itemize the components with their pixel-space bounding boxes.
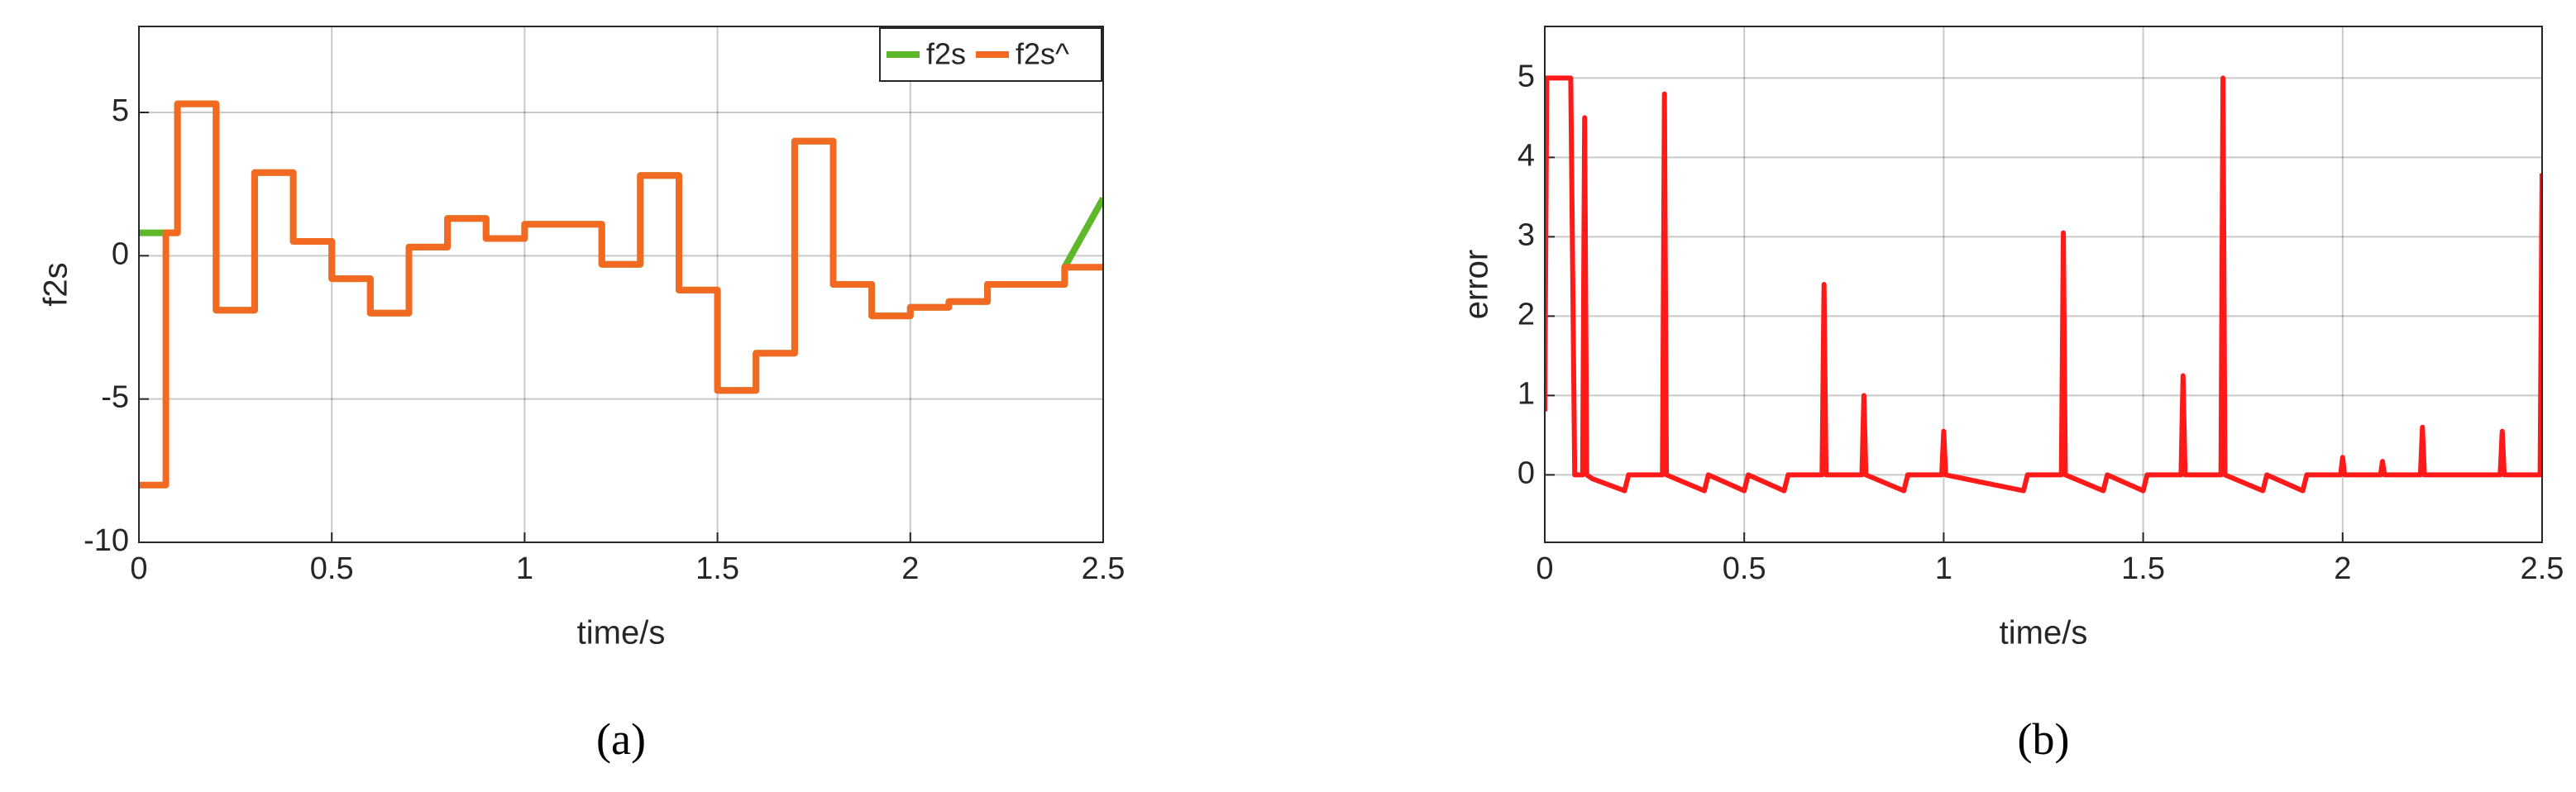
x-tick-label: 0 [1536, 551, 1553, 586]
x-tick-label: 1 [1935, 551, 1952, 586]
y-tick-label: 0 [1517, 456, 1535, 490]
caption: (b) [2018, 714, 2070, 764]
data-layer [139, 100, 1103, 489]
chart: 0 0.5 1 1.5 2 2.5 0 1 2 3 4 5 time/s error (b) [1459, 26, 2564, 764]
axes-box [138, 26, 1104, 543]
x-tick-label: 2.5 [1082, 551, 1126, 586]
y-tick-label: 4 [1517, 138, 1535, 173]
x-tick-label: 1 [516, 551, 533, 586]
x-tick-label: 1.5 [695, 551, 739, 586]
data-line [1545, 75, 2542, 494]
chart: 0 0.5 1 1.5 2 2.5 -10 -5 0 5 time/s f2s (a) f2s f2s^ [38, 26, 1126, 764]
data-layer [1545, 75, 2542, 494]
y-tick-label: -5 [101, 380, 129, 415]
axes-box [1544, 26, 2543, 543]
x-axis-label: time/s [577, 615, 666, 651]
legend-label: f2s^ [1016, 37, 1069, 71]
x-tick-label: 2 [901, 551, 919, 586]
caption: (a) [596, 714, 646, 764]
x-tick-label: 2 [2334, 551, 2351, 586]
y-tick-label: 5 [1517, 59, 1535, 93]
legend: f2s f2s^ [879, 27, 1102, 82]
x-axis-label: time/s [2000, 615, 2088, 651]
y-axis-label: error [1459, 250, 1495, 319]
caption-text: (b) [2018, 714, 2070, 764]
y-axis-label: f2s [38, 262, 74, 306]
y-tick-label: 2 [1517, 297, 1535, 332]
caption-text: (a) [596, 714, 646, 764]
y-tick-label: 5 [112, 93, 129, 128]
y-tick-label: 1 [1517, 376, 1535, 411]
x-tick-label: 0 [130, 551, 147, 586]
y-tick-label: -10 [84, 523, 129, 558]
y-tick-label: 0 [112, 236, 129, 271]
x-tick-label: 0.5 [1723, 551, 1766, 586]
legend-label: f2s [926, 37, 966, 71]
x-tick-label: 2.5 [2521, 551, 2564, 586]
plot-area [139, 26, 1103, 542]
plot-area [1545, 26, 2542, 542]
data-line [139, 100, 1103, 489]
x-tick-label: 0.5 [310, 551, 354, 586]
y-tick-label: 3 [1517, 217, 1535, 252]
x-tick-label: 1.5 [2121, 551, 2165, 586]
